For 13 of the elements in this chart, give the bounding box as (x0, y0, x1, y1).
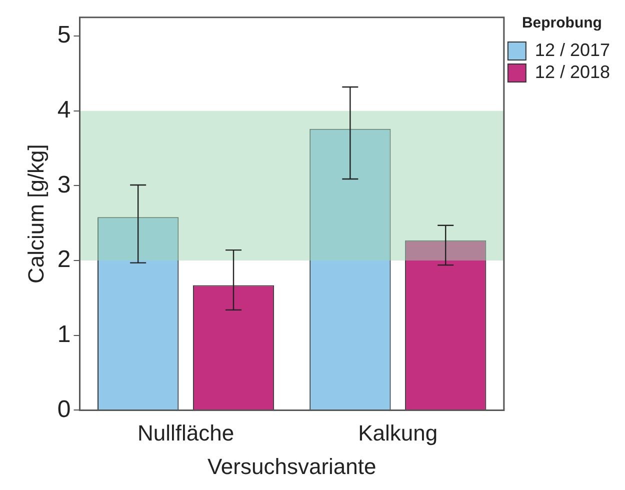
y-tick-label: 5 (57, 22, 71, 49)
y-tick-label: 2 (57, 246, 71, 274)
x-axis-title: Versuchsvariante (207, 454, 376, 479)
y-axis-title: Calcium [g/kg] (23, 144, 48, 284)
y-tick-label: 4 (57, 96, 71, 124)
legend-label: 12 / 2018 (534, 62, 610, 82)
y-tick-label: 3 (57, 171, 71, 198)
legend-title: Beprobung (522, 14, 602, 32)
y-tick-label: 1 (57, 321, 71, 348)
x-tick-label: Nullfläche (137, 420, 234, 446)
y-tick-label: 0 (57, 396, 71, 423)
x-tick-label: Kalkung (358, 420, 438, 446)
legend-label: 12 / 2017 (534, 40, 610, 60)
